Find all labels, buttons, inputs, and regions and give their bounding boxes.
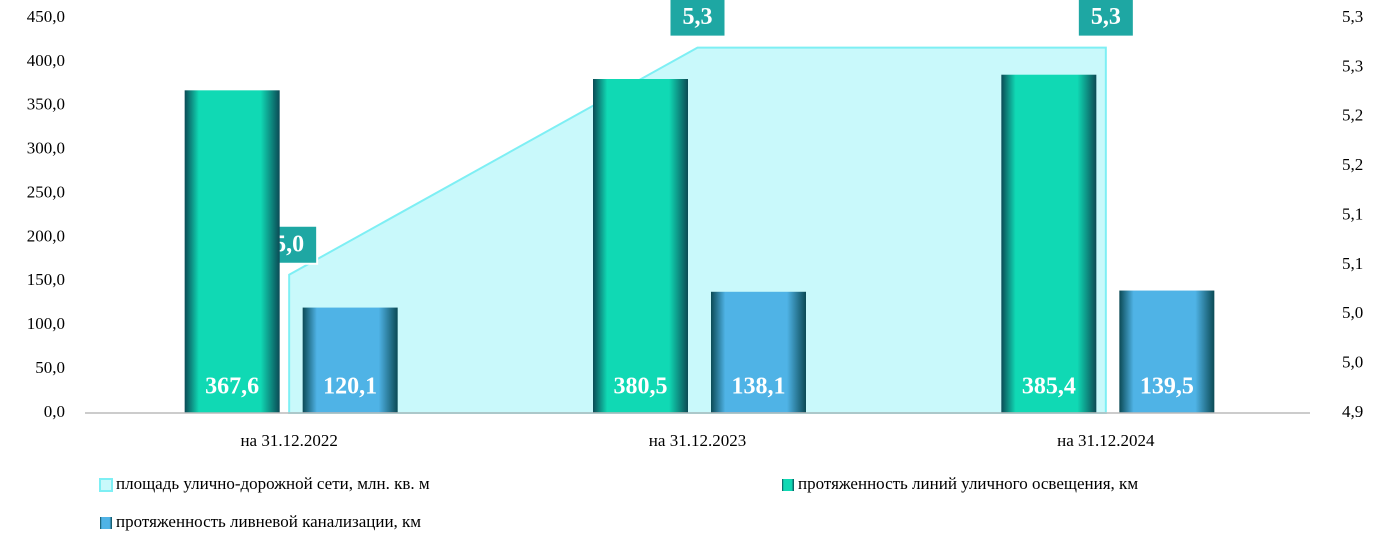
value-label-box bbox=[1076, 0, 1135, 38]
value-label: 5,3 bbox=[1091, 4, 1121, 30]
y-tick-label: 400,0 bbox=[27, 51, 65, 70]
bar bbox=[711, 291, 806, 413]
legend-swatch bbox=[782, 479, 794, 491]
y-tick-label: 100,0 bbox=[27, 314, 65, 333]
area bbox=[288, 46, 1107, 414]
bar bbox=[1119, 290, 1215, 413]
value-label: 139,5 bbox=[1140, 374, 1194, 400]
value-label-box bbox=[668, 0, 727, 38]
y2-tick-label: 5,0 bbox=[1342, 303, 1363, 322]
bar bbox=[593, 79, 688, 413]
legend-label: протяженность линий уличного освещения, … bbox=[798, 474, 1138, 493]
y-tick-label: 0,0 bbox=[44, 402, 65, 421]
y-tick-label: 250,0 bbox=[27, 182, 65, 201]
y2-tick-label: 5,2 bbox=[1342, 155, 1363, 174]
value-label: 367,6 bbox=[205, 374, 259, 400]
y2-tick-label: 5,0 bbox=[1342, 353, 1363, 372]
value-label: 120,1 bbox=[323, 374, 377, 400]
y2-tick-label: 4,9 bbox=[1342, 402, 1363, 421]
y-tick-label: 450,0 bbox=[27, 7, 65, 26]
y2-tick-label: 5,3 bbox=[1342, 7, 1363, 26]
x-tick-label: на 31.12.2023 bbox=[649, 431, 746, 450]
x-tick-label: на 31.12.2024 bbox=[1057, 431, 1155, 450]
y-tick-label: 200,0 bbox=[27, 226, 65, 245]
legend-swatch bbox=[100, 517, 112, 529]
y-tick-label: 50,0 bbox=[35, 358, 65, 377]
x-tick-label: на 31.12.2022 bbox=[240, 431, 337, 450]
legend-label: протяженность ливневой канализации, км bbox=[116, 512, 421, 531]
y2-tick-label: 5,3 bbox=[1342, 56, 1363, 75]
bar bbox=[302, 307, 398, 413]
value-label: 385,4 bbox=[1022, 374, 1076, 400]
y2-tick-label: 5,2 bbox=[1342, 106, 1363, 125]
y2-tick-label: 5,1 bbox=[1342, 204, 1363, 223]
legend-swatch bbox=[99, 478, 113, 492]
bar bbox=[184, 90, 280, 413]
y2-tick-label: 5,1 bbox=[1342, 254, 1363, 273]
y-tick-label: 300,0 bbox=[27, 139, 65, 158]
y-tick-label: 150,0 bbox=[27, 270, 65, 289]
value-label: 138,1 bbox=[732, 374, 786, 400]
y-tick-label: 350,0 bbox=[27, 95, 65, 114]
value-label: 5,3 bbox=[683, 4, 713, 30]
value-label: 380,5 bbox=[614, 374, 668, 400]
bar bbox=[1001, 74, 1097, 414]
legend-label: площадь улично-дорожной сети, млн. кв. м bbox=[116, 474, 430, 493]
